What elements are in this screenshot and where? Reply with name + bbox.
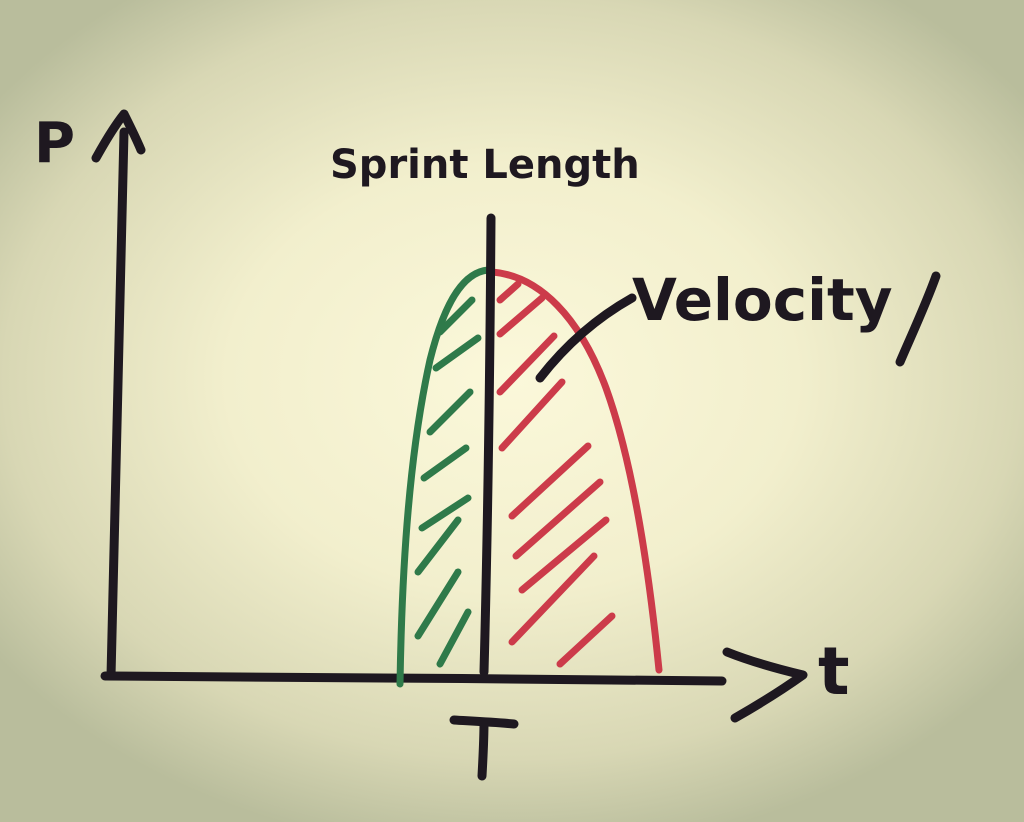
- velocity-pointer: [535, 293, 637, 383]
- sprint-length-marker-line: [479, 213, 496, 677]
- y-axis-line: [106, 127, 129, 681]
- pre-marker-curve: [396, 266, 492, 688]
- sprint-length-label: Sprint Length: [330, 142, 640, 188]
- x-axis-label: t: [818, 633, 850, 710]
- post-marker-region: [488, 268, 663, 674]
- post-marker-curve: [488, 268, 663, 674]
- pre-marker-region: [396, 266, 492, 688]
- velocity-label: Velocity: [632, 266, 893, 334]
- post-marker-hatching: [496, 280, 616, 668]
- pre-marker-hatching: [414, 296, 482, 668]
- velocity-label-descender: [895, 271, 941, 367]
- x-axis-line: [100, 671, 727, 686]
- axes: [91, 109, 808, 723]
- y-axis-label: P: [34, 111, 75, 176]
- y-axis-arrowhead: [91, 109, 146, 163]
- marker-tick-stem: [477, 717, 489, 781]
- x-axis-arrowhead: [722, 647, 808, 723]
